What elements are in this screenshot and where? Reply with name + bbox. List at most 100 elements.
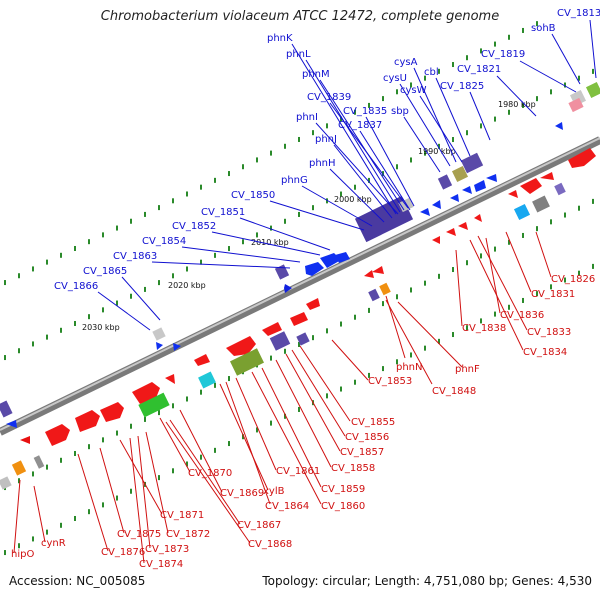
gene-block-gray[interactable] [0, 476, 12, 490]
gene-label-CV_1855[interactable]: CV_1855 [351, 417, 395, 428]
gene-label-CV_1853[interactable]: CV_1853 [368, 376, 412, 387]
gene-label-phnN[interactable]: phnN [396, 362, 423, 373]
gene-arrow-reverse[interactable] [458, 222, 468, 230]
gene-label-CV_1833[interactable]: CV_1833 [527, 327, 571, 338]
gene-label-CV_1825[interactable]: CV_1825 [440, 81, 484, 92]
gene-label-CV_1871[interactable]: CV_1871 [160, 510, 204, 521]
gene-label-hipO[interactable]: hipO [11, 549, 34, 560]
gene-arrow-reverse[interactable] [226, 336, 256, 356]
gene-arrow-reverse[interactable] [520, 178, 542, 194]
gene-block-purple[interactable] [354, 195, 414, 243]
gene-arrow-forward[interactable] [420, 208, 430, 216]
gene-arrow-forward[interactable] [6, 420, 17, 428]
gene-arrow-forward[interactable] [555, 122, 563, 130]
gene-label-CV_1861[interactable]: CV_1861 [276, 466, 320, 477]
gene-arrow-forward[interactable] [305, 262, 324, 276]
gene-label-CV_1851[interactable]: CV_1851 [201, 207, 245, 218]
gene-block-orange[interactable] [379, 282, 391, 296]
gene-block-gray[interactable] [532, 195, 550, 213]
gene-label-CV_1850[interactable]: CV_1850 [231, 190, 275, 201]
gene-block-purple[interactable] [274, 264, 290, 280]
gene-block-gray[interactable] [152, 327, 166, 341]
gene-label-cysA[interactable]: cysA [394, 57, 418, 68]
gene-label-CV_1821[interactable]: CV_1821 [457, 64, 501, 75]
gene-block-purple[interactable] [296, 332, 310, 346]
gene-label-xylB[interactable]: xylB [263, 486, 285, 497]
gene-block-purple[interactable] [460, 152, 484, 174]
gene-label-phnK[interactable]: phnK [267, 33, 293, 44]
gene-label-CV_1857[interactable]: CV_1857 [340, 447, 384, 458]
gene-label-CV_1863[interactable]: CV_1863 [113, 251, 157, 262]
gene-arrow-forward[interactable] [474, 180, 486, 192]
gene-label-cbl[interactable]: cbl [424, 67, 439, 78]
gene-block-purple[interactable] [269, 331, 291, 351]
gene-label-CV_1813[interactable]: CV_1813 [557, 8, 600, 19]
gene-arrow-forward[interactable] [284, 284, 292, 293]
gene-arrow-reverse[interactable] [45, 424, 70, 446]
gene-block-purple[interactable] [368, 288, 380, 302]
gene-arrow-reverse[interactable] [20, 436, 30, 444]
gene-label-cysW[interactable]: cysW [400, 85, 427, 96]
gene-block-orange[interactable] [11, 460, 27, 476]
gene-label-phnH[interactable]: phnH [309, 158, 336, 169]
gene-block-olive[interactable] [451, 165, 469, 183]
gene-label-CV_1854[interactable]: CV_1854 [142, 236, 186, 247]
gene-label-CV_1868[interactable]: CV_1868 [248, 539, 292, 550]
gene-arrow-reverse[interactable] [432, 236, 440, 244]
gene-block-purple[interactable] [554, 182, 566, 196]
gene-label-phnJ[interactable]: phnJ [315, 134, 337, 145]
gene-label-CV_1867[interactable]: CV_1867 [237, 520, 281, 531]
gene-label-CV_1858[interactable]: CV_1858 [331, 463, 375, 474]
gene-label-phnM[interactable]: phnM [302, 69, 330, 80]
gene-arrow-reverse[interactable] [508, 190, 518, 198]
gene-arrow-forward[interactable] [156, 342, 163, 350]
gene-label-cysU[interactable]: cysU [383, 73, 407, 84]
gene-label-CV_1848[interactable]: CV_1848 [432, 386, 476, 397]
gene-label-CV_1875[interactable]: CV_1875 [117, 529, 161, 540]
gene-label-CV_1876[interactable]: CV_1876 [101, 547, 145, 558]
gene-label-CV_1852[interactable]: CV_1852 [172, 221, 216, 232]
gene-arrow-reverse[interactable] [364, 270, 374, 278]
gene-label-CV_1836[interactable]: CV_1836 [500, 310, 544, 321]
gene-label-CV_1837[interactable]: CV_1837 [338, 120, 382, 131]
gene-arrow-reverse[interactable] [262, 322, 282, 336]
gene-arrow-forward[interactable] [335, 252, 350, 263]
gene-label-CV_1873[interactable]: CV_1873 [145, 544, 189, 555]
gene-block-gray[interactable] [33, 455, 45, 469]
gene-arrow-reverse[interactable] [474, 214, 482, 222]
gene-block-green[interactable] [585, 81, 600, 99]
gene-arrow-forward[interactable] [320, 253, 341, 268]
gene-block-cyan[interactable] [513, 203, 531, 221]
gene-block-cyan[interactable] [198, 371, 216, 389]
gene-arrow-reverse[interactable] [306, 298, 320, 310]
gene-arrow-reverse[interactable] [540, 172, 554, 180]
gene-label-cynR[interactable]: cynR [41, 538, 66, 549]
gene-label-phnL[interactable]: phnL [286, 49, 311, 60]
gene-label-CV_1866[interactable]: CV_1866 [54, 281, 98, 292]
gene-label-CV_1819[interactable]: CV_1819 [481, 49, 525, 60]
gene-arrow-forward[interactable] [462, 186, 472, 194]
gene-arrow-reverse[interactable] [75, 410, 100, 432]
gene-arrow-reverse[interactable] [568, 148, 596, 168]
gene-arrow-forward[interactable] [173, 343, 181, 351]
gene-block-purple[interactable] [437, 174, 453, 190]
gene-label-CV_1864[interactable]: CV_1864 [265, 501, 309, 512]
gene-block-olive[interactable] [230, 348, 264, 376]
gene-arrow-reverse[interactable] [194, 354, 210, 366]
gene-arrow-forward[interactable] [432, 200, 441, 209]
gene-label-phnI[interactable]: phnI [296, 112, 318, 123]
gene-label-phnF[interactable]: phnF [455, 364, 480, 375]
gene-label-sbp[interactable]: sbp [391, 106, 409, 117]
gene-arrow-reverse[interactable] [100, 402, 124, 422]
gene-label-CV_1859[interactable]: CV_1859 [321, 484, 365, 495]
gene-label-CV_1856[interactable]: CV_1856 [345, 432, 389, 443]
gene-label-sohB[interactable]: sohB [531, 23, 556, 34]
gene-label-CV_1860[interactable]: CV_1860 [321, 501, 365, 512]
gene-label-CV_1869[interactable]: CV_1869 [220, 488, 264, 499]
gene-block-purple[interactable] [0, 400, 13, 418]
gene-label-CV_1826[interactable]: CV_1826 [551, 274, 595, 285]
gene-label-CV_1870[interactable]: CV_1870 [188, 468, 232, 479]
gene-arrow-reverse[interactable] [446, 228, 456, 236]
gene-arrow-forward[interactable] [486, 174, 497, 182]
gene-arrow-reverse[interactable] [165, 374, 175, 384]
